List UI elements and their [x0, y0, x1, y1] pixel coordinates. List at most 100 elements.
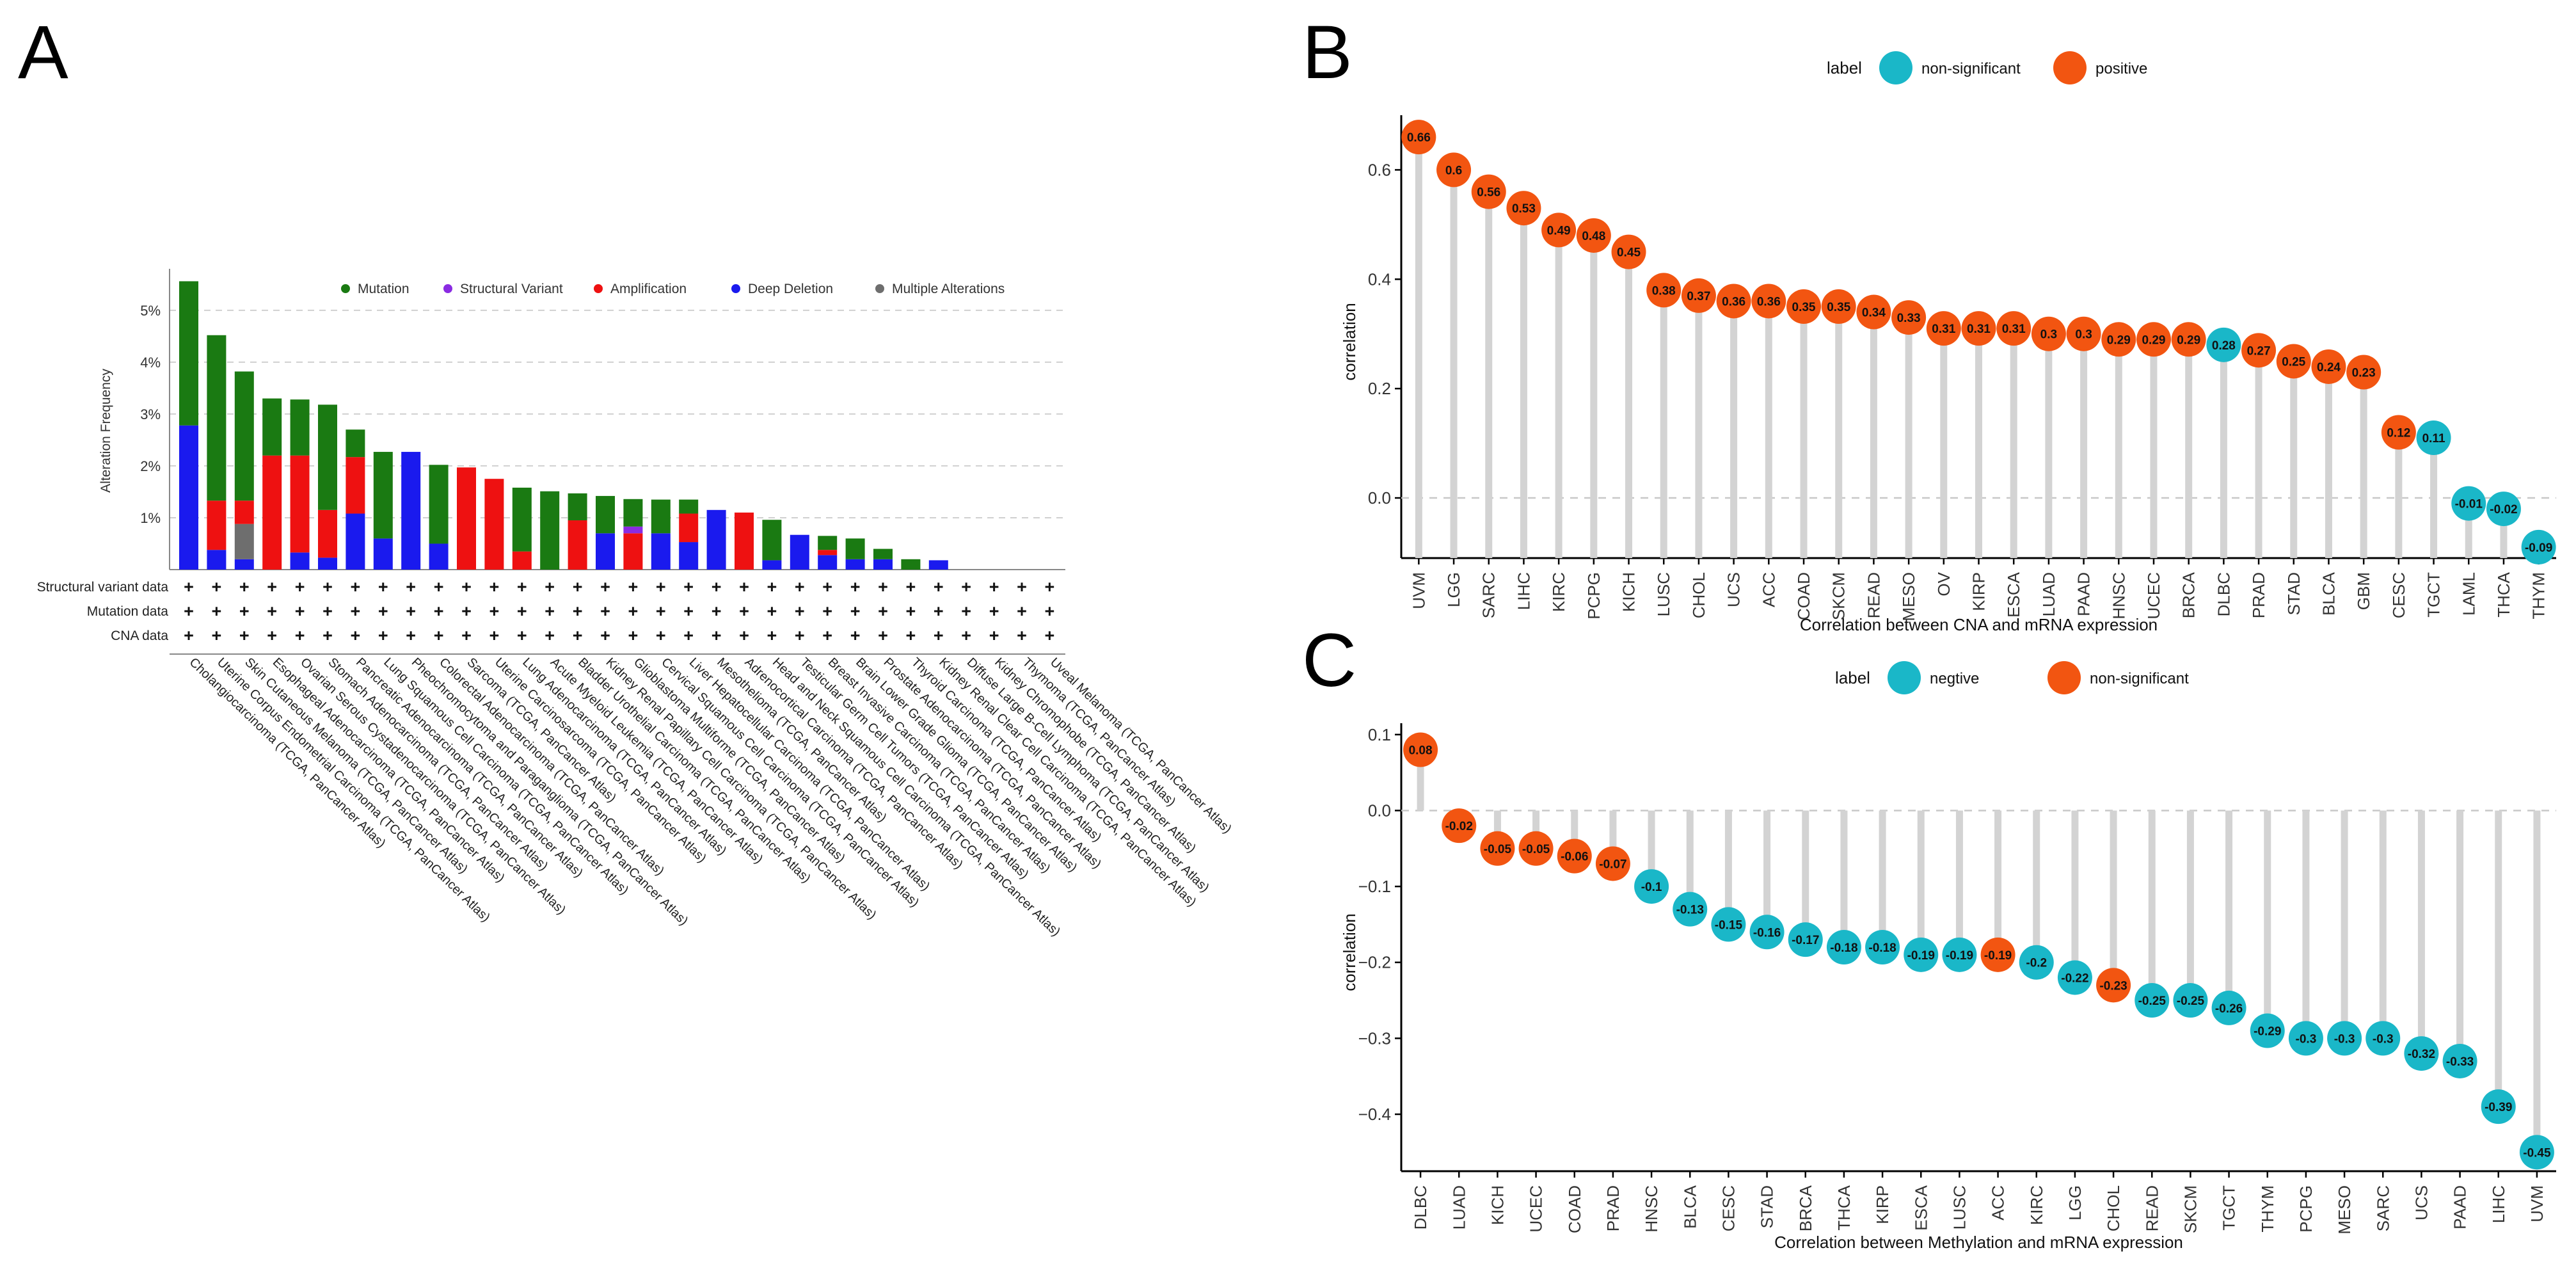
track-mark: + [1045, 577, 1055, 596]
point-kirp [1865, 930, 1900, 964]
point-label-kich: -0.05 [1484, 843, 1512, 856]
point-label-cesc: 0.12 [2387, 427, 2410, 440]
track-row-label: Mutation data [87, 604, 169, 619]
point-label-thca: -0.18 [1830, 941, 1857, 955]
track-mark: + [656, 626, 666, 645]
x-tick-label-b: TGCT [2424, 572, 2444, 618]
track-mark: + [683, 577, 694, 596]
bar-segment-mutation [679, 499, 699, 514]
track-mark: + [850, 577, 861, 596]
point-label-dlbc: 0.08 [1409, 744, 1433, 758]
point-lgg [2057, 960, 2092, 995]
bar-segment-mutation [901, 559, 921, 570]
track-mark: + [878, 626, 888, 645]
x-tick-label-b: COAD [1794, 572, 1813, 620]
point-read [1856, 294, 1891, 330]
point-lgg [1436, 152, 1472, 188]
track-mark: + [351, 626, 361, 645]
x-tick-label-b: BLCA [2319, 572, 2338, 616]
bar-segment-deep-deletion [928, 560, 948, 570]
point-label-tgct: 0.11 [2422, 432, 2445, 445]
bar-segment-amplification [484, 479, 504, 570]
panel-b-cna-lollipop: 0.0 0.2 0.4 0.6 correlation Correlation betwe… [1340, 51, 2556, 634]
track-mark: + [878, 602, 888, 621]
point-label-paad: -0.33 [2446, 1055, 2474, 1069]
track-mark: + [628, 626, 639, 645]
legend-label-structural: Structural Variant [460, 282, 563, 296]
point-luad [2031, 316, 2066, 351]
point-esca [1996, 311, 2031, 346]
track-mark: + [628, 602, 639, 621]
track-mark: + [489, 577, 500, 596]
track-mark: + [545, 577, 555, 596]
track-mark: + [322, 577, 333, 596]
track-mark: + [712, 626, 722, 645]
bar-segment-deep-deletion [679, 542, 699, 570]
x-tick-label-b: KIRP [1969, 572, 1989, 611]
point-pcpg [1576, 218, 1611, 253]
point-label-coad: 0.35 [1792, 301, 1816, 314]
track-mark: + [573, 577, 583, 596]
x-tick-label-c: READ [2142, 1185, 2161, 1231]
point-thym [2250, 1013, 2285, 1048]
bar-segment-amplification [512, 551, 532, 570]
point-kirc [2019, 945, 2054, 980]
y-tick-label-c: 0.0 [1368, 801, 1391, 820]
bar-segment-mutation [845, 538, 865, 559]
point-label-read: 0.34 [1862, 307, 1886, 320]
point-ucs [2404, 1036, 2439, 1071]
track-mark: + [184, 602, 194, 621]
track-mark: + [989, 626, 999, 645]
bar-segment-mutation [373, 452, 393, 539]
track-mark: + [1017, 602, 1027, 621]
x-tick-label-c: STAD [1758, 1185, 1777, 1228]
point-label-skcm: 0.35 [1827, 301, 1850, 314]
bar-segment-deep-deletion [596, 533, 615, 570]
track-mark: + [906, 626, 916, 645]
x-tick-label-b: PRAD [2249, 572, 2268, 618]
track-mark: + [434, 577, 444, 596]
x-tick-label-c: PCPG [2296, 1185, 2316, 1233]
x-tick-label-c: UVM [2527, 1185, 2547, 1222]
bar-segment-mutation [568, 493, 587, 521]
point-ov [1926, 311, 1961, 346]
track-mark: + [767, 626, 777, 645]
point-kich [1480, 831, 1515, 866]
point-label-kirc: -0.2 [2026, 957, 2047, 970]
track-mark: + [545, 626, 555, 645]
point-read [2135, 983, 2170, 1018]
point-stad [1749, 915, 1785, 950]
point-label-ucec: -0.05 [1522, 843, 1550, 856]
track-mark: + [822, 626, 832, 645]
x-axis-title-c: Correlation between Methylation and mRNA… [1774, 1233, 2183, 1252]
x-tick-label-b: LUAD [2039, 572, 2058, 616]
x-tick-label-c: KIRC [2027, 1185, 2046, 1225]
point-esca [1904, 937, 1939, 972]
point-stad [2276, 344, 2311, 379]
point-lusc [1646, 273, 1682, 308]
bar-segment-mutation [262, 398, 282, 456]
track-mark: + [434, 626, 444, 645]
track-mark: + [212, 626, 222, 645]
bar-segment-deep-deletion [401, 452, 421, 570]
bar-segment-amplification [262, 455, 282, 570]
track-mark: + [267, 577, 277, 596]
point-tgct [2211, 990, 2246, 1025]
y-tick-label-a: 2% [140, 458, 161, 474]
x-tick-label-b: PCPG [1584, 572, 1603, 620]
track-mark: + [906, 602, 916, 621]
track-mark: + [239, 577, 250, 596]
bar-segment-mutation [207, 335, 227, 501]
panel-a-alteration-chart: 1% 2% 3% 4% 5% Alteration Frequency Mutation St… [37, 269, 1234, 939]
point-label-hnsc: 0.29 [2107, 333, 2131, 347]
point-skcm [1821, 289, 1856, 324]
legend-label-amplification: Amplification [610, 282, 687, 296]
legend-swatch-multiple [875, 284, 884, 293]
track-mark: + [989, 602, 999, 621]
point-sarc [1471, 174, 1506, 209]
point-label-chol: 0.37 [1687, 290, 1710, 303]
bar-segment-deep-deletion [373, 538, 393, 570]
bar-segment-amplification [234, 500, 254, 524]
x-tick-label-c: SARC [2373, 1185, 2392, 1231]
point-acc [1751, 284, 1786, 319]
